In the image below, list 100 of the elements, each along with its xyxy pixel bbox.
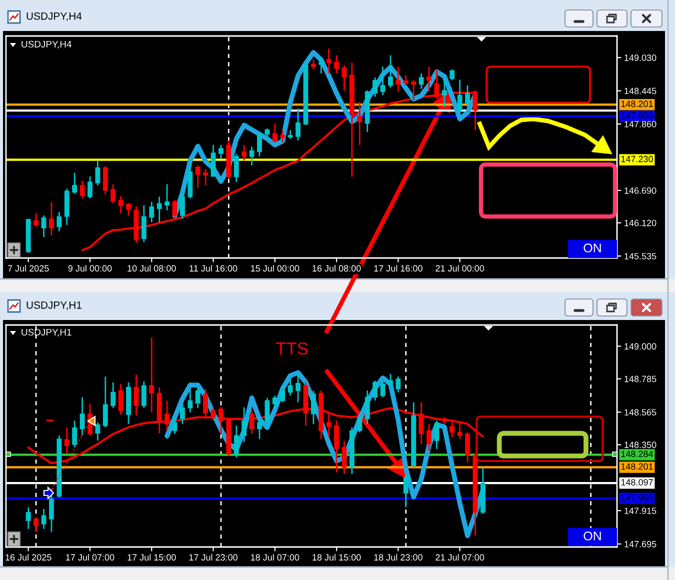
x-tick-label: 18 Jul 07:00	[250, 554, 300, 561]
x-tick-label: 11 Jul 16:00	[190, 264, 238, 272]
candlestick	[149, 336, 154, 413]
x-tick-label: 17 Jul 15:00	[128, 554, 176, 561]
y-tick-label: 147.695	[624, 540, 656, 548]
candlestick	[180, 193, 185, 220]
candlestick	[102, 376, 108, 428]
candlestick	[34, 516, 39, 533]
candlestick	[426, 66, 432, 92]
candlestick	[242, 406, 247, 443]
x-tick-label: 17 Jul 07:00	[66, 554, 114, 561]
candlestick	[403, 74, 408, 86]
candlestick	[465, 432, 470, 463]
y-tick-label: 147.860	[624, 120, 656, 128]
ref-line-label: 147.996	[621, 112, 653, 119]
x-tick-label: 21 Jul 00:00	[436, 264, 484, 272]
ref-line-label: 148.284	[621, 450, 654, 458]
candlestick	[326, 48, 332, 74]
candlestick	[272, 122, 278, 143]
candlestick	[457, 422, 462, 440]
candlestick	[264, 397, 270, 428]
candlestick	[364, 390, 370, 425]
candlestick	[95, 422, 100, 442]
candlestick	[26, 506, 31, 530]
annotation: ON	[584, 244, 601, 252]
y-tick-label: 149.000	[624, 343, 656, 350]
candlestick	[357, 413, 362, 433]
candlestick	[342, 440, 347, 475]
candlestick	[388, 54, 393, 88]
chart-subtitle: USDJPY,H1	[22, 328, 72, 337]
candlestick	[195, 164, 200, 188]
candlestick	[149, 201, 154, 223]
candlestick	[380, 66, 386, 96]
ref-line-label: 147.230	[621, 156, 653, 162]
x-tick-label: 21 Jul 07:00	[436, 554, 484, 561]
candlestick	[134, 374, 139, 416]
candlestick	[326, 413, 332, 438]
candlestick	[288, 378, 293, 396]
candlestick	[80, 396, 85, 436]
candlestick	[418, 72, 424, 90]
x-tick-label: 17 Jul 16:00	[374, 264, 422, 272]
y-tick-label: 148.445	[624, 88, 656, 94]
candlestick	[242, 144, 247, 162]
candlestick	[296, 372, 300, 403]
candlestick	[172, 416, 178, 435]
candlestick	[118, 383, 124, 416]
candlestick	[126, 202, 131, 216]
candlestick	[310, 58, 316, 70]
x-tick-label: 18 Jul 15:00	[312, 554, 361, 561]
chart-title: USDJPY,H4	[26, 12, 82, 22]
candlestick	[234, 424, 239, 458]
y-tick-label: 147.915	[624, 508, 656, 514]
candlestick	[372, 76, 378, 98]
candlestick	[450, 420, 455, 438]
candlestick	[396, 376, 401, 393]
candlestick	[172, 199, 178, 220]
y-tick-label: 148.565	[624, 409, 656, 416]
chart-subtitle: USDJPY,H4	[22, 40, 72, 49]
candlestick	[280, 130, 286, 143]
candlestick	[457, 79, 462, 114]
ref-line-label: 147.996	[621, 494, 653, 501]
annotation: TTS	[276, 342, 308, 355]
candlestick	[141, 380, 146, 409]
candlestick	[102, 165, 108, 196]
candlestick	[141, 204, 146, 243]
candlestick	[334, 420, 340, 473]
x-tick-label: 17 Jul 23:00	[189, 554, 238, 561]
candlestick	[41, 508, 46, 530]
candlestick	[342, 64, 347, 92]
x-tick-label: 16 Jul 08:00	[312, 264, 361, 272]
candlestick	[334, 54, 340, 74]
candlestick	[465, 84, 470, 108]
candlestick	[249, 146, 254, 166]
candlestick	[396, 66, 401, 92]
candlestick	[180, 403, 185, 425]
candlestick	[56, 211, 62, 232]
candlestick	[41, 214, 46, 238]
x-tick-label: 7 Jul 2025	[8, 264, 49, 272]
y-tick-label: 145.535	[624, 252, 656, 260]
annotation: ON	[584, 532, 601, 540]
candlestick	[203, 168, 208, 186]
y-tick-label: 149.030	[624, 54, 656, 61]
ref-line-label: 148.097	[621, 479, 653, 486]
candlestick	[210, 144, 216, 178]
candlestick	[411, 80, 416, 101]
candlestick	[257, 131, 262, 158]
candlestick	[450, 68, 455, 81]
candlestick	[118, 195, 124, 214]
candlestick	[195, 386, 200, 409]
candlestick	[357, 101, 362, 146]
candlestick	[388, 373, 393, 388]
candlestick	[296, 108, 300, 142]
candlestick	[403, 473, 408, 508]
chart-title: USDJPY,H1	[26, 301, 82, 310]
candlestick	[434, 420, 440, 450]
candlestick	[72, 420, 78, 448]
x-tick-label: 9 Jul 00:00	[68, 264, 112, 272]
candlestick	[95, 160, 100, 186]
candlestick	[234, 153, 239, 183]
candlestick	[188, 388, 193, 413]
